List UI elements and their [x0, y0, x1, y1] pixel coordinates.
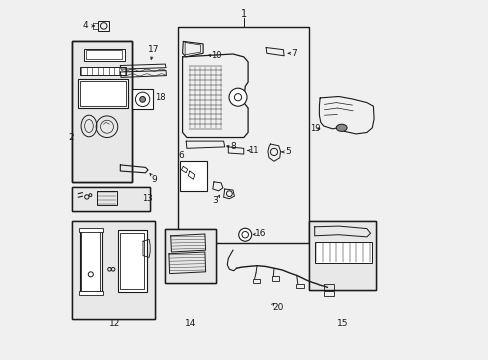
- Bar: [81, 231, 100, 291]
- Bar: [165, 229, 215, 283]
- Bar: [296, 284, 303, 288]
- Text: 9: 9: [151, 175, 156, 184]
- Text: 16: 16: [254, 229, 266, 238]
- Text: 15: 15: [336, 320, 347, 328]
- Bar: [309, 221, 375, 290]
- Bar: [86, 50, 122, 59]
- Text: 10: 10: [211, 51, 221, 60]
- Text: 2: 2: [68, 133, 74, 142]
- Bar: [118, 230, 146, 292]
- Bar: [80, 81, 125, 106]
- Bar: [120, 233, 144, 289]
- Bar: [324, 284, 334, 290]
- Bar: [253, 279, 259, 283]
- Bar: [309, 221, 375, 290]
- Bar: [72, 187, 149, 211]
- Bar: [80, 67, 126, 75]
- Ellipse shape: [228, 88, 246, 106]
- Bar: [324, 291, 334, 296]
- Bar: [98, 21, 109, 31]
- Ellipse shape: [140, 96, 145, 102]
- Text: 6: 6: [178, 151, 184, 160]
- Text: 18: 18: [155, 93, 165, 102]
- Bar: [179, 161, 206, 191]
- Ellipse shape: [336, 124, 346, 131]
- Text: 12: 12: [108, 320, 120, 328]
- Text: 11: 11: [248, 146, 258, 155]
- Text: 13: 13: [142, 194, 153, 203]
- Bar: [79, 291, 102, 295]
- Bar: [79, 228, 102, 232]
- Bar: [72, 187, 149, 211]
- Text: 3: 3: [212, 197, 218, 206]
- Bar: [97, 191, 117, 205]
- Bar: [78, 79, 127, 108]
- Bar: [309, 221, 375, 290]
- Bar: [72, 221, 155, 319]
- Bar: [72, 221, 155, 319]
- Bar: [72, 187, 149, 211]
- Bar: [72, 41, 132, 182]
- Text: 1: 1: [240, 9, 246, 19]
- Bar: [178, 27, 309, 243]
- Bar: [72, 41, 132, 182]
- Bar: [72, 41, 132, 182]
- Text: 8: 8: [230, 143, 235, 152]
- Bar: [271, 276, 279, 281]
- Bar: [314, 242, 371, 263]
- Text: 7: 7: [291, 49, 296, 58]
- Text: 14: 14: [184, 320, 196, 328]
- Bar: [132, 89, 153, 109]
- Bar: [72, 221, 155, 319]
- Bar: [80, 230, 102, 293]
- Bar: [165, 229, 215, 283]
- Bar: [165, 229, 215, 283]
- Text: 4: 4: [82, 22, 88, 31]
- Bar: [84, 49, 124, 61]
- Ellipse shape: [238, 228, 251, 241]
- Text: 17: 17: [148, 45, 159, 54]
- Text: 5: 5: [284, 148, 290, 156]
- Text: 19: 19: [310, 125, 321, 134]
- Text: 20: 20: [271, 303, 283, 312]
